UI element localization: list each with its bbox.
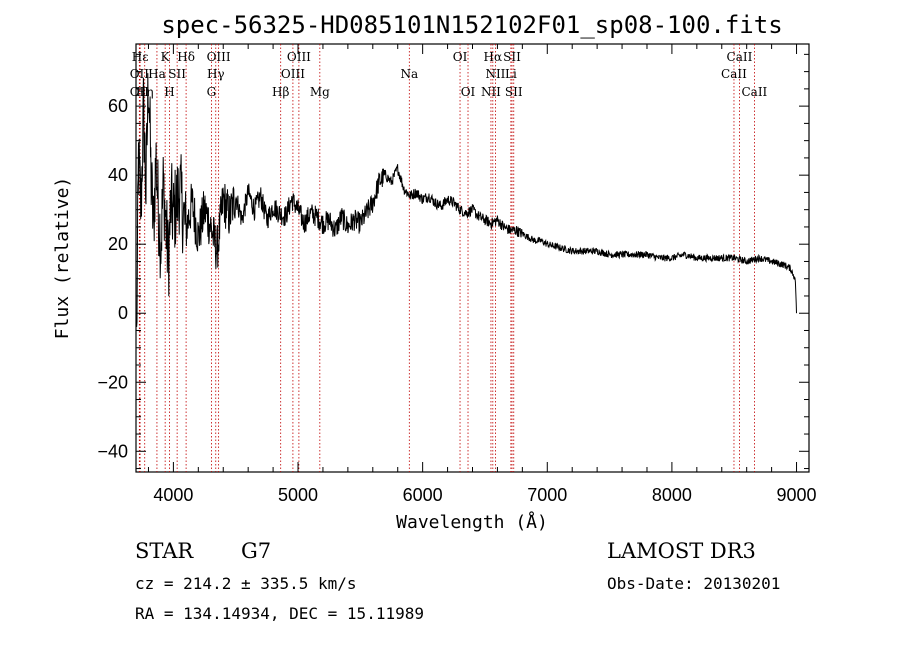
line-label-0: Hε <box>132 50 149 64</box>
line-label-5: Ha <box>148 67 166 81</box>
y-tick-label-1: −20 <box>97 372 128 392</box>
line-label-20: NII <box>485 67 505 81</box>
line-label-27: CaII <box>741 85 767 99</box>
line-label-11: G <box>207 85 217 99</box>
coordinates: RA = 134.14934, DEC = 15.11989 <box>135 604 424 623</box>
line-label-19: Hα <box>484 50 503 64</box>
line-label-9: OIII <box>207 50 231 64</box>
line-label-8: Hδ <box>177 50 195 64</box>
survey-name: LAMOST DR3 <box>607 539 756 563</box>
x-tick-label-0: 4000 <box>153 485 193 505</box>
line-label-12: OIII <box>287 50 311 64</box>
line-label-7: SII <box>168 67 186 81</box>
line-label-6: H <box>164 85 174 99</box>
line-label-14: Hβ <box>272 85 289 99</box>
line-label-16: Na <box>400 67 418 81</box>
line-label-2: OII <box>130 85 150 99</box>
object-subclass: G7 <box>241 539 271 563</box>
x-tick-label-2: 6000 <box>403 485 443 505</box>
axis-tick-labels: 4000 5000 6000 7000 8000 9000 −40 −20 0 20 40 60 <box>97 96 816 505</box>
spectrum-line <box>136 73 797 327</box>
line-label-13: OIII <box>281 67 305 81</box>
line-label-17: OI <box>453 50 468 64</box>
line-label-18: OI <box>461 85 476 99</box>
y-tick-label-3: 20 <box>108 234 128 254</box>
x-axis-label: Wavelength (Å) <box>396 511 548 533</box>
y-axis-label: Flux (relative) <box>52 177 73 340</box>
y-tick-label-0: −40 <box>97 441 128 461</box>
x-tick-label-5: 9000 <box>777 485 817 505</box>
object-class: STAR <box>135 539 194 563</box>
line-marker-group <box>138 44 755 472</box>
y-tick-label-5: 60 <box>108 96 128 116</box>
line-label-4: K <box>161 50 171 64</box>
line-label-3: Hη <box>136 85 154 99</box>
line-label-25: CaII <box>727 50 753 64</box>
x-tick-label-1: 5000 <box>278 485 318 505</box>
line-label-22: SII <box>503 50 521 64</box>
axis-ticks <box>136 44 809 472</box>
line-label-24: SII <box>505 85 523 99</box>
line-label-15: Mg <box>310 85 330 99</box>
series-group <box>136 73 797 327</box>
obs-date: Obs-Date: 20130201 <box>607 574 780 593</box>
x-tick-label-4: 8000 <box>652 485 692 505</box>
x-tick-label-3: 7000 <box>527 485 567 505</box>
line-label-10: Hγ <box>207 67 225 81</box>
y-tick-label-2: 0 <box>118 303 128 323</box>
line-label-21: NII <box>481 85 501 99</box>
line-label-1: OII <box>130 67 150 81</box>
chart-title: spec-56325-HD085101N152102F01_sp08-100.f… <box>161 11 782 39</box>
redshift-text: cz = 214.2 ± 335.5 km/s <box>135 574 357 593</box>
y-tick-label-4: 40 <box>108 165 128 185</box>
line-label-26: CaII <box>721 67 747 81</box>
line-label-23: Li <box>505 67 517 81</box>
